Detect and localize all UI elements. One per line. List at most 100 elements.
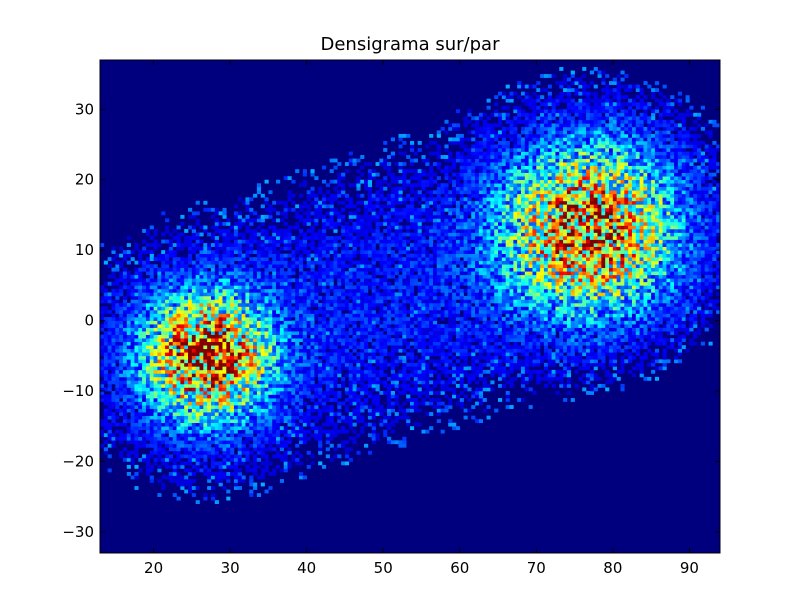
heatmap-cell — [188, 489, 193, 494]
heatmap-cell — [145, 352, 151, 357]
heatmap-cell — [283, 341, 288, 346]
heatmap-cell — [218, 334, 223, 339]
heatmap-cell — [314, 394, 319, 399]
heatmap-cell — [172, 359, 177, 364]
heatmap-cell — [371, 292, 376, 297]
heatmap-cell — [283, 433, 288, 438]
heatmap-cell — [180, 292, 185, 297]
heatmap-cell — [145, 320, 151, 325]
heatmap-cell — [241, 440, 246, 445]
heatmap-cell — [138, 436, 143, 441]
heatmap-cell — [276, 281, 281, 286]
heatmap-cell — [157, 295, 162, 300]
heatmap-cell — [364, 398, 369, 402]
heatmap-cell — [233, 426, 239, 431]
heatmap-cell — [218, 482, 223, 487]
heatmap-cell — [207, 264, 212, 269]
heatmap-cell — [272, 447, 277, 452]
heatmap-cell — [310, 394, 315, 399]
heatmap-cell — [180, 299, 185, 304]
heatmap-cell — [145, 443, 151, 448]
heatmap-cell — [249, 281, 254, 286]
heatmap-cell — [302, 436, 307, 441]
heatmap-cell — [295, 412, 300, 416]
heatmap-cell — [268, 352, 273, 357]
heatmap-cell — [142, 366, 147, 371]
heatmap-cell — [279, 200, 285, 205]
heatmap-cell — [379, 313, 384, 318]
heatmap-cell — [268, 486, 273, 490]
heatmap-cell — [157, 327, 162, 332]
heatmap-cell — [260, 387, 265, 392]
heatmap-cell — [341, 260, 346, 265]
heatmap-cell — [364, 383, 369, 388]
heatmap-cell — [383, 236, 388, 240]
heatmap-cell — [348, 355, 353, 360]
heatmap-cell — [329, 288, 334, 293]
heatmap-cell — [287, 313, 292, 318]
heatmap-cell — [253, 310, 258, 314]
heatmap-cell — [237, 373, 242, 378]
heatmap-cell — [348, 359, 353, 364]
heatmap-cell — [260, 324, 265, 328]
heatmap-cell — [276, 317, 281, 321]
heatmap-cell — [191, 359, 196, 364]
heatmap-cell — [218, 362, 223, 367]
heatmap-cell — [107, 433, 112, 438]
heatmap-cell — [191, 486, 196, 490]
heatmap-cell — [329, 359, 334, 364]
heatmap-cell — [398, 281, 403, 286]
heatmap-cell — [199, 264, 204, 269]
heatmap-cell — [360, 243, 365, 247]
heatmap-cell — [233, 338, 239, 343]
heatmap-cell — [256, 345, 262, 350]
heatmap-cell — [321, 408, 327, 413]
heatmap-cell — [268, 295, 273, 300]
heatmap-cell — [306, 197, 311, 202]
heatmap-cell — [337, 299, 342, 304]
heatmap-cell — [107, 422, 112, 427]
heatmap-cell — [210, 496, 216, 501]
heatmap-cell — [203, 225, 208, 230]
heatmap-cell — [329, 169, 334, 173]
heatmap-cell — [157, 317, 162, 321]
heatmap-cell — [249, 479, 254, 483]
heatmap-cell — [325, 366, 330, 371]
heatmap-cell — [138, 422, 143, 427]
heatmap-cell — [295, 380, 300, 385]
heatmap-cell — [237, 313, 242, 318]
heatmap-cell — [222, 391, 227, 395]
heatmap-cell — [207, 468, 212, 473]
heatmap-cell — [207, 338, 212, 343]
heatmap-cell — [176, 359, 181, 364]
heatmap-cell — [329, 200, 334, 205]
heatmap-cell — [272, 225, 277, 230]
heatmap-cell — [383, 306, 388, 311]
heatmap-cell — [149, 369, 154, 374]
heatmap-cell — [237, 419, 242, 424]
heatmap-cell — [119, 327, 124, 332]
heatmap-cell — [287, 376, 292, 381]
heatmap-cell — [107, 310, 112, 314]
heatmap-cell — [375, 299, 380, 304]
heatmap-cell — [214, 250, 219, 254]
heatmap-cell — [134, 359, 139, 364]
heatmap-cell — [325, 369, 330, 374]
heatmap-cell — [344, 278, 350, 283]
heatmap-cell — [172, 412, 177, 416]
heatmap-cell — [191, 264, 196, 269]
heatmap-cell — [394, 176, 399, 181]
heatmap-cell — [203, 496, 208, 501]
heatmap-cell — [249, 493, 254, 497]
heatmap-cell — [295, 355, 300, 360]
heatmap-cell — [207, 334, 212, 339]
heatmap-cell — [168, 387, 174, 392]
heatmap-cell — [230, 306, 235, 311]
heatmap-cell — [256, 214, 262, 219]
heatmap-cell — [184, 271, 189, 276]
heatmap-cell — [329, 355, 334, 360]
heatmap-cell — [230, 257, 235, 262]
heatmap-cell — [276, 341, 281, 346]
heatmap-cell — [222, 352, 227, 357]
heatmap-cell — [184, 408, 189, 413]
